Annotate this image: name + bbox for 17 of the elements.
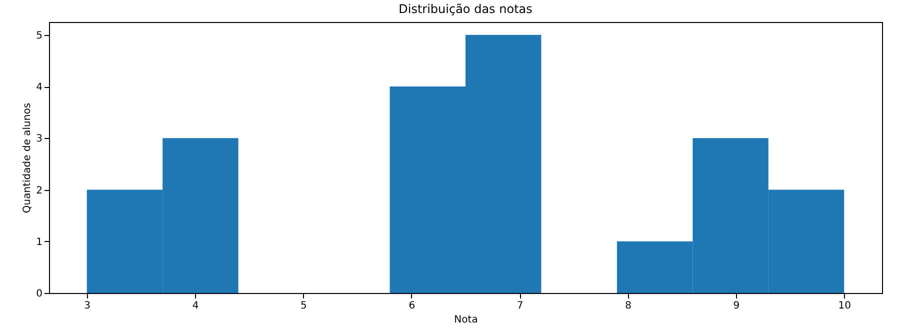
x-tick-label: 9 <box>733 300 740 312</box>
x-tick-label: 6 <box>408 300 416 312</box>
x-tick-label: 5 <box>300 300 307 312</box>
y-tick-label: 0 <box>36 288 42 300</box>
chart-title: Distribuição das notas <box>398 2 532 16</box>
x-tick-label: 8 <box>625 300 632 312</box>
y-tick-label: 2 <box>36 185 42 196</box>
x-tick-label: 7 <box>516 300 524 312</box>
y-tick-label: 1 <box>36 236 42 248</box>
y-axis-title: Quantidade de alunos <box>22 102 34 214</box>
x-tick-label: 10 <box>838 300 852 312</box>
y-tick-label: 5 <box>36 30 42 42</box>
x-tick-label: 3 <box>84 300 91 312</box>
y-tick-label: 4 <box>36 82 42 94</box>
y-tick-label: 3 <box>36 134 42 145</box>
x-tick-label: 4 <box>192 300 199 312</box>
x-axis-title: Nota <box>454 314 478 326</box>
